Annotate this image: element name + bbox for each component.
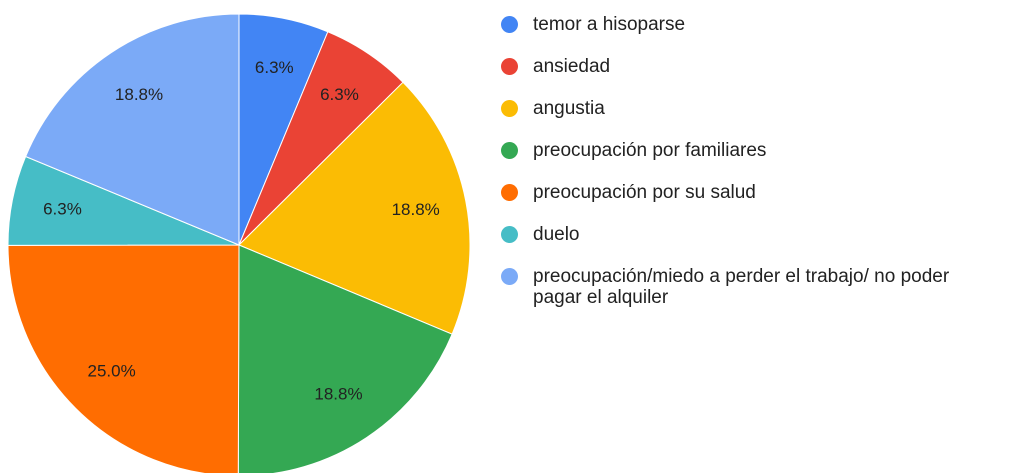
legend-item: preocupación por su salud [500, 182, 973, 203]
pie-slice [238, 81, 471, 335]
legend-swatch [501, 58, 518, 75]
legend-swatch [501, 268, 518, 285]
pie-slice [24, 13, 240, 246]
legend-label: ansiedad [533, 56, 611, 77]
pie-slice [237, 244, 453, 473]
legend-label: preocupación por su salud [533, 182, 756, 203]
legend-swatch [501, 142, 518, 159]
legend-swatch [501, 100, 518, 117]
legend-label: temor a hisoparse [533, 14, 686, 35]
legend-swatch [501, 16, 518, 33]
legend-item: preocupación por familiares [500, 140, 973, 161]
slice-label: 6.3% [320, 85, 359, 104]
legend-swatch [501, 226, 518, 243]
legend-label: duelo [533, 224, 580, 245]
legend: temor a hisoparse ansiedad angustia preocup… [500, 14, 973, 329]
slice-label: 18.8% [392, 200, 440, 219]
legend-item: temor a hisoparse [500, 14, 973, 35]
pie-slice [7, 244, 240, 473]
slice-label: 6.3% [255, 58, 294, 77]
legend-item: angustia [500, 98, 973, 119]
slice-label: 18.8% [314, 384, 362, 403]
legend-label: preocupación/miedo a perder el trabajo/ … [533, 266, 950, 308]
pie-chart: 6.3% 6.3% 18.8% 18.8% 25.0% 6.3% 18.8% [7, 13, 471, 473]
legend-label: preocupación por familiares [533, 140, 767, 161]
legend-item: duelo [500, 224, 973, 245]
slice-label: 6.3% [43, 199, 82, 218]
slice-label: 25.0% [88, 362, 136, 381]
legend-item: preocupación/miedo a perder el trabajo/ … [500, 266, 973, 308]
slice-label: 18.8% [115, 85, 163, 104]
legend-item: ansiedad [500, 56, 973, 77]
legend-label: angustia [533, 98, 605, 119]
legend-swatch [501, 184, 518, 201]
